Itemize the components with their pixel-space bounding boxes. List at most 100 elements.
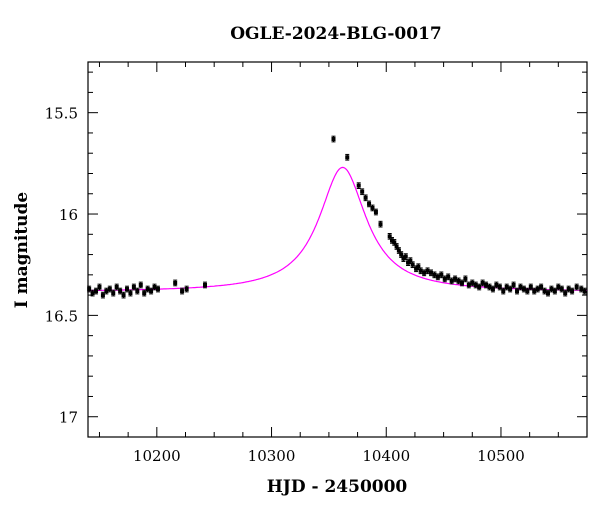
data-point [428, 269, 433, 277]
data-point [504, 283, 509, 291]
point-marker [145, 287, 150, 292]
point-marker [446, 274, 451, 279]
point-marker [528, 285, 533, 289]
point-marker [138, 282, 143, 287]
point-marker [487, 285, 492, 289]
data-point [363, 194, 368, 202]
point-marker [131, 285, 136, 289]
point-marker [107, 287, 112, 292]
data-point [180, 287, 185, 295]
data-point [114, 283, 119, 291]
point-marker [331, 137, 336, 142]
data-point [155, 285, 160, 293]
point-marker [97, 285, 102, 289]
data-point [459, 279, 464, 287]
data-point [466, 281, 471, 289]
y-tick-label: 16.5 [45, 307, 78, 325]
point-marker [570, 289, 575, 294]
data-point [487, 283, 492, 291]
point-marker [542, 289, 547, 294]
data-point [556, 283, 561, 291]
point-marker [470, 280, 475, 285]
data-point [203, 281, 208, 289]
point-marker [184, 287, 189, 292]
data-point [501, 287, 506, 295]
data-point [145, 285, 150, 293]
point-marker [422, 270, 427, 275]
point-marker [559, 287, 564, 292]
point-marker [439, 272, 444, 277]
point-marker [118, 289, 123, 294]
y-tick-labels: 15.5 16 16.5 17 [45, 105, 78, 427]
point-marker [442, 276, 447, 281]
point-marker [173, 280, 178, 285]
data-points [87, 135, 587, 299]
point-marker [94, 289, 99, 294]
data-point [90, 289, 95, 297]
point-marker [497, 285, 502, 289]
data-point [494, 281, 499, 289]
point-marker [180, 289, 185, 294]
data-point [552, 287, 557, 295]
point-marker [360, 189, 365, 194]
point-marker [456, 278, 461, 283]
plot-frame [87, 61, 588, 438]
data-point [125, 285, 130, 293]
point-marker [490, 287, 495, 292]
point-marker [539, 285, 544, 289]
point-marker [403, 254, 408, 259]
data-point [138, 281, 143, 289]
data-point [121, 291, 126, 299]
point-marker [428, 270, 433, 275]
point-marker [466, 282, 471, 287]
data-point [406, 259, 411, 267]
x-tick-label: 10400 [362, 447, 410, 465]
point-marker [399, 252, 404, 257]
point-marker [556, 285, 561, 289]
data-point [387, 232, 392, 240]
x-tick-label: 10200 [133, 447, 181, 465]
point-marker [435, 274, 440, 279]
data-point [446, 273, 451, 281]
data-point [528, 283, 533, 291]
point-marker [149, 289, 154, 294]
point-marker [406, 260, 411, 265]
tick-marks [88, 62, 587, 437]
point-marker [125, 287, 130, 292]
point-marker [87, 287, 92, 292]
point-marker [203, 282, 208, 287]
y-tick-label: 17 [59, 409, 78, 427]
point-marker [387, 234, 392, 239]
data-point [563, 289, 568, 297]
point-marker [463, 276, 468, 281]
y-axis-label: I magnitude [12, 192, 32, 309]
data-point [97, 283, 102, 291]
point-marker [394, 244, 399, 249]
data-point [515, 287, 520, 295]
point-marker [152, 285, 157, 289]
data-point [432, 271, 437, 279]
point-marker [425, 268, 430, 273]
point-marker [128, 291, 133, 296]
point-marker [416, 264, 421, 269]
point-marker [345, 155, 350, 160]
data-point [356, 182, 361, 189]
point-marker [392, 240, 397, 245]
point-marker [484, 282, 489, 287]
chart-title: OGLE-2024-BLG-0017 [230, 24, 442, 44]
point-marker [373, 210, 378, 214]
data-point [87, 285, 92, 293]
x-tick-label: 10300 [248, 447, 296, 465]
data-point [370, 204, 375, 212]
point-marker [574, 285, 579, 289]
data-point [497, 283, 502, 291]
plot-area [87, 61, 588, 438]
point-marker [563, 291, 568, 296]
data-point [549, 285, 554, 293]
point-marker [418, 268, 423, 273]
point-marker [549, 287, 554, 292]
point-marker [552, 289, 557, 294]
data-point [131, 283, 136, 291]
data-point [542, 287, 547, 295]
